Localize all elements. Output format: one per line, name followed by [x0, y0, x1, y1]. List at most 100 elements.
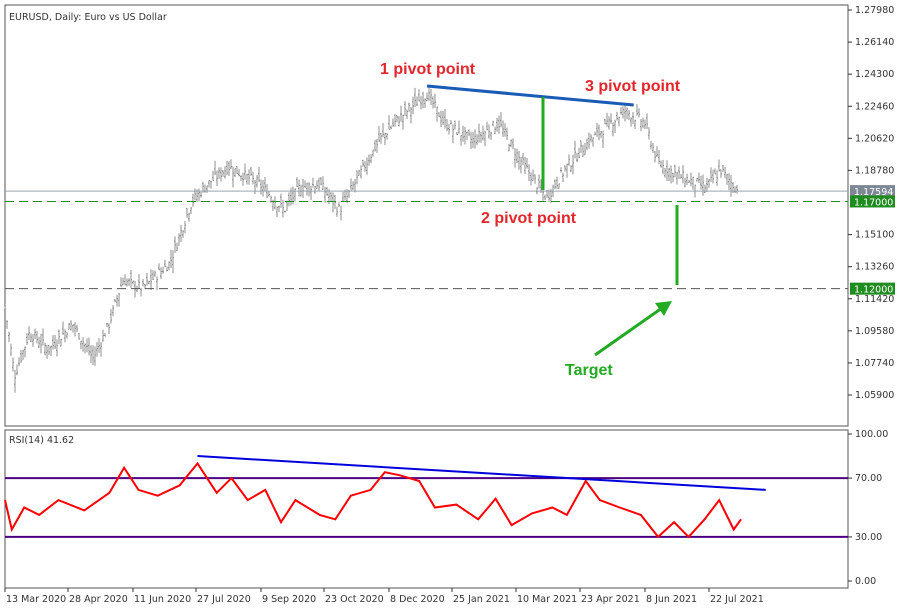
- price-bar: [404, 101, 406, 116]
- price-bar: [458, 120, 460, 134]
- price-bar: [544, 194, 546, 200]
- price-bars: [4, 86, 738, 393]
- price-bar: [610, 113, 612, 124]
- price-bar: [432, 96, 434, 109]
- price-bar: [422, 91, 424, 109]
- price-bar: [184, 220, 186, 234]
- price-bar: [234, 168, 236, 178]
- price-bar: [120, 277, 122, 287]
- rsi-tick-label: 70.00: [855, 473, 882, 484]
- price-bar: [538, 174, 540, 189]
- price-bar: [246, 173, 248, 185]
- price-bar: [368, 154, 370, 166]
- pivot-3-label: 3 pivot point: [585, 78, 681, 95]
- price-bar: [74, 322, 76, 337]
- price-bar: [420, 96, 422, 110]
- price-bar: [570, 165, 572, 173]
- price-bar: [472, 131, 474, 149]
- price-bar: [4, 304, 6, 309]
- price-bar: [664, 167, 666, 178]
- price-bar: [376, 138, 378, 154]
- price-bar: [660, 160, 662, 168]
- price-bar: [640, 118, 642, 132]
- price-bar: [612, 122, 614, 137]
- price-bar: [92, 345, 94, 365]
- price-bar: [122, 277, 124, 286]
- price-bar: [670, 165, 672, 184]
- price-bar: [624, 104, 626, 122]
- price-bar: [680, 173, 682, 179]
- price-bar: [36, 330, 38, 344]
- price-bar: [622, 106, 624, 119]
- price-bar: [12, 357, 14, 372]
- price-bar: [682, 165, 684, 184]
- price-bar: [728, 173, 730, 191]
- rsi-panel[interactable]: [4, 429, 849, 589]
- price-bar: [556, 176, 558, 189]
- price-bar: [24, 346, 26, 358]
- price-bar: [208, 180, 210, 188]
- price-trendline[interactable]: [426, 84, 634, 107]
- level-price-label: 1.17000: [854, 197, 893, 208]
- level-price-box: [850, 195, 895, 208]
- price-bar: [48, 345, 50, 356]
- price-bar: [558, 183, 560, 189]
- price-bar: [588, 132, 590, 149]
- date-tick-label: 8 Jun 2021: [646, 594, 697, 605]
- price-bar: [90, 345, 92, 363]
- price-bar: [632, 111, 634, 125]
- price-bar: [84, 343, 86, 354]
- price-bar: [614, 119, 616, 133]
- price-bar: [530, 172, 532, 186]
- price-bar: [666, 160, 668, 181]
- price-bar: [564, 165, 566, 172]
- price-bar: [192, 193, 194, 207]
- price-bar: [76, 324, 78, 333]
- price-bar: [626, 107, 628, 120]
- price-bar: [668, 167, 670, 182]
- price-bar: [696, 178, 698, 182]
- price-bar: [508, 143, 510, 152]
- price-bar: [688, 179, 690, 183]
- price-bar: [68, 322, 70, 330]
- price-bar: [608, 116, 610, 130]
- price-bar: [426, 92, 428, 102]
- price-bar: [416, 96, 418, 106]
- price-bar: [320, 176, 322, 186]
- rsi-tick-label: 100.00: [855, 429, 888, 440]
- price-bar: [516, 148, 518, 164]
- rsi-trendline[interactable]: [197, 455, 766, 491]
- price-bar: [218, 167, 220, 179]
- price-bar: [382, 123, 384, 138]
- price-bar: [594, 131, 596, 136]
- price-bar: [380, 133, 382, 144]
- price-bar: [276, 206, 278, 218]
- price-bar: [452, 124, 454, 144]
- price-bar: [708, 179, 710, 188]
- price-panel[interactable]: [4, 4, 849, 427]
- price-bar: [572, 154, 574, 175]
- price-bar: [126, 278, 128, 287]
- price-bar: [200, 191, 202, 198]
- price-tick-label: 1.11420: [855, 294, 894, 305]
- price-bar: [176, 242, 178, 252]
- price-bar: [600, 130, 602, 138]
- price-bar: [224, 166, 226, 179]
- price-bar: [286, 200, 288, 212]
- price-bar: [592, 137, 594, 147]
- price-bar: [296, 177, 298, 187]
- price-bar: [178, 233, 180, 247]
- price-bar: [180, 224, 182, 242]
- price-bar: [554, 179, 556, 190]
- rsi-tick-label: 30.00: [855, 532, 882, 543]
- price-bar: [262, 180, 264, 197]
- price-bar: [112, 305, 114, 317]
- price-bar: [238, 169, 240, 177]
- level-price-label: 1.12000: [854, 285, 893, 296]
- price-bar: [18, 357, 20, 367]
- price-bar: [82, 337, 84, 352]
- date-tick-label: 22 Jul 2021: [710, 594, 764, 605]
- price-bar: [710, 167, 712, 182]
- price-bar: [702, 174, 704, 196]
- price-bar: [64, 329, 66, 343]
